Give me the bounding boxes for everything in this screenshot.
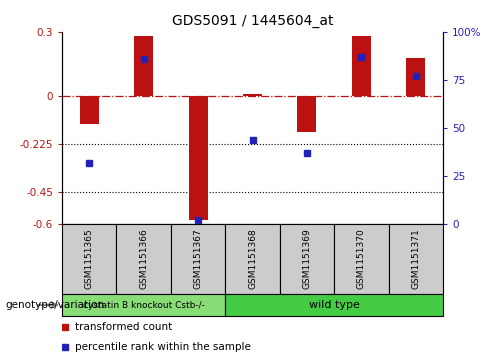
- Bar: [62, 294, 225, 316]
- Bar: [134, 36, 153, 96]
- Text: GSM1151367: GSM1151367: [194, 229, 203, 289]
- Bar: [80, 96, 99, 124]
- Text: GSM1151369: GSM1151369: [303, 229, 311, 289]
- Text: wild type: wild type: [309, 300, 360, 310]
- Text: GSM1151365: GSM1151365: [85, 229, 94, 289]
- Bar: [352, 36, 371, 96]
- Bar: [297, 96, 316, 132]
- Bar: [117, 224, 171, 294]
- Text: transformed count: transformed count: [75, 322, 172, 333]
- Bar: [225, 294, 443, 316]
- Title: GDS5091 / 1445604_at: GDS5091 / 1445604_at: [172, 14, 333, 28]
- Bar: [280, 224, 334, 294]
- Bar: [225, 224, 280, 294]
- Text: GSM1151371: GSM1151371: [411, 229, 420, 289]
- Text: genotype/variation: genotype/variation: [5, 300, 104, 310]
- Bar: [188, 96, 207, 220]
- Bar: [334, 224, 388, 294]
- Text: GSM1151370: GSM1151370: [357, 229, 366, 289]
- Text: percentile rank within the sample: percentile rank within the sample: [75, 342, 251, 352]
- Bar: [171, 224, 225, 294]
- Bar: [62, 224, 117, 294]
- Text: cystatin B knockout Cstb-/-: cystatin B knockout Cstb-/-: [82, 301, 204, 310]
- Text: GSM1151368: GSM1151368: [248, 229, 257, 289]
- Text: GSM1151366: GSM1151366: [139, 229, 148, 289]
- Bar: [407, 58, 426, 96]
- Bar: [388, 224, 443, 294]
- Bar: [243, 94, 262, 96]
